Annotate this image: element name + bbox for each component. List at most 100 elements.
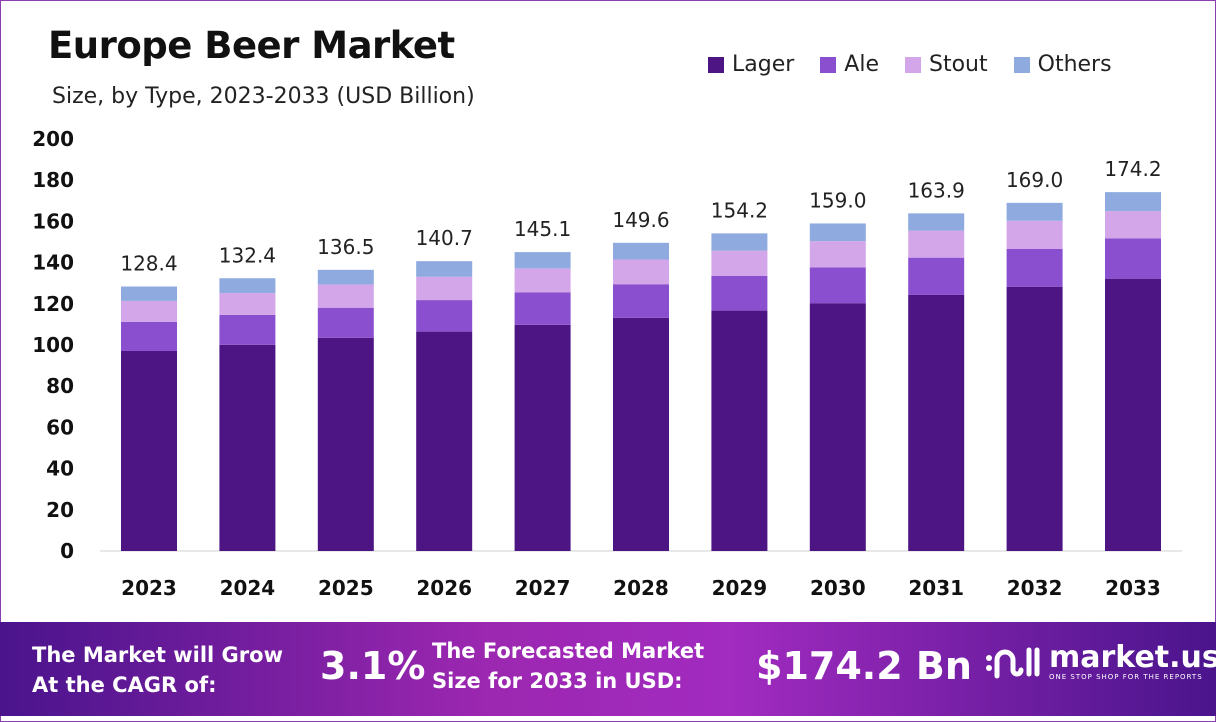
bar-segment-stout-2026	[416, 276, 473, 301]
y-tick-label: 160	[32, 209, 74, 233]
total-data-label: 174.2	[1104, 157, 1161, 181]
bar-segment-stout-2029	[711, 250, 768, 276]
bar-segment-ale-2028	[613, 284, 669, 318]
bar-segment-others-2023	[121, 286, 177, 301]
bar-segment-others-2025	[317, 269, 374, 285]
bar-segment-lager-2033	[1105, 278, 1161, 551]
market-us-logo: market.us ONE STOP SHOP FOR THE REPORTS	[985, 642, 1216, 682]
legend-item-others: Others	[1013, 52, 1112, 77]
x-tick-label: 2028	[613, 576, 669, 600]
total-data-label: 128.4	[120, 251, 177, 275]
bar-segment-lager-2028	[613, 317, 669, 551]
total-data-label: 163.9	[908, 178, 965, 202]
forecast-value: $174.2 Bn	[756, 644, 972, 688]
chart-title: Europe Beer Market	[48, 24, 455, 67]
bar-segment-others-2033	[1105, 192, 1161, 212]
total-data-label: 169.0	[1006, 168, 1063, 192]
x-tick-label: 2026	[416, 576, 472, 600]
bar-segment-lager-2023	[121, 350, 177, 551]
bar-segment-lager-2032	[1006, 286, 1063, 551]
bar-segment-stout-2025	[317, 284, 374, 308]
bar-segment-stout-2023	[121, 300, 177, 322]
legend-label-lager: Lager	[732, 52, 795, 77]
total-data-label: 140.7	[416, 226, 473, 250]
bar-segment-ale-2025	[317, 307, 374, 338]
total-data-label: 149.6	[612, 208, 669, 232]
bar-segment-ale-2033	[1105, 238, 1161, 279]
bar-segment-lager-2031	[908, 294, 965, 551]
legend-swatch-lager	[708, 56, 724, 73]
logo-icon	[986, 647, 1040, 679]
bar-segment-lager-2030	[809, 303, 866, 551]
bar-segment-others-2024	[219, 278, 276, 294]
total-data-label: 159.0	[809, 188, 866, 212]
y-tick-label: 200	[32, 127, 74, 151]
bar-segment-stout-2030	[809, 241, 866, 268]
total-data-label: 132.4	[219, 243, 276, 267]
bar-segment-lager-2026	[416, 331, 473, 551]
chart-subtitle: Size, by Type, 2023-2033 (USD Billion)	[52, 84, 475, 109]
x-tick-label: 2031	[908, 576, 964, 600]
legend-swatch-others	[1013, 56, 1030, 73]
bar-segment-lager-2029	[711, 310, 768, 551]
x-tick-label: 2032	[1007, 576, 1063, 600]
total-data-label: 154.2	[711, 198, 768, 222]
y-tick-label: 140	[32, 251, 74, 275]
cagr-value: 3.1%	[320, 644, 426, 688]
forecast-label: The Forecasted Market Size for 2033 in US…	[432, 636, 704, 696]
cagr-label: The Market will Grow At the CAGR of:	[32, 640, 283, 700]
legend-swatch-stout	[905, 56, 921, 73]
total-data-label: 145.1	[514, 217, 571, 241]
summary-banner: The Market will Grow At the CAGR of: 3.1%…	[0, 622, 1216, 716]
bar-segment-lager-2025	[317, 337, 374, 551]
y-tick-label: 40	[46, 457, 74, 481]
bar-segment-lager-2024	[219, 344, 276, 551]
bar-segment-stout-2027	[514, 268, 571, 293]
total-data-label: 136.5	[317, 235, 374, 259]
bar-segment-ale-2030	[809, 267, 866, 304]
y-tick-label: 20	[46, 498, 74, 522]
legend-label-ale: Ale	[844, 52, 879, 77]
legend-swatch-ale	[820, 56, 837, 73]
legend-item-ale: Ale	[820, 52, 879, 77]
bar-segment-stout-2033	[1105, 211, 1161, 239]
bar-segment-stout-2028	[613, 259, 669, 285]
bar-segment-ale-2031	[908, 257, 965, 295]
y-tick-label: 100	[32, 333, 74, 357]
bar-segment-ale-2024	[219, 314, 276, 345]
bar-segment-others-2029	[711, 233, 768, 251]
x-tick-label: 2029	[712, 576, 768, 600]
cagr-label-line-1: The Market will Grow	[32, 643, 283, 667]
x-tick-label: 2033	[1105, 576, 1161, 600]
x-tick-label: 2030	[810, 576, 866, 600]
y-tick-label: 0	[60, 539, 74, 563]
bar-segment-others-2030	[809, 223, 866, 242]
forecast-label-line-2: Size for 2033 in USD:	[432, 669, 683, 693]
logo-tagline: ONE STOP SHOP FOR THE REPORTS	[1049, 673, 1203, 681]
bar-segment-ale-2023	[121, 321, 177, 351]
bar-segment-others-2032	[1006, 202, 1063, 221]
x-tick-label: 2027	[515, 576, 571, 600]
bar-segment-others-2026	[416, 261, 473, 277]
cagr-label-line-2: At the CAGR of:	[32, 673, 217, 697]
bar-segment-stout-2032	[1006, 220, 1063, 250]
y-tick-label: 60	[46, 415, 74, 439]
legend: Lager Ale Stout Others	[708, 52, 1112, 77]
bar-segment-lager-2027	[514, 324, 571, 551]
y-tick-label: 80	[46, 374, 74, 398]
legend-item-lager: Lager	[708, 52, 794, 77]
bar-segment-stout-2031	[908, 230, 965, 258]
y-tick-label: 120	[32, 292, 74, 316]
x-tick-label: 2024	[220, 576, 276, 600]
legend-label-stout: Stout	[929, 52, 988, 77]
bar-segment-ale-2026	[416, 300, 473, 332]
bar-segment-others-2031	[908, 213, 965, 231]
x-tick-label: 2025	[318, 576, 374, 600]
forecast-label-line-1: The Forecasted Market	[432, 639, 705, 663]
bar-segment-ale-2032	[1006, 249, 1063, 287]
logo-name: market.us	[1049, 640, 1216, 675]
bar-segment-stout-2024	[219, 293, 276, 315]
x-tick-label: 2023	[121, 576, 177, 600]
legend-label-others: Others	[1037, 52, 1112, 77]
stacked-bar-chart: 0 20 40 60 80 100 120 140 160 180 200 128.4 2023 132.…	[32, 127, 1182, 600]
